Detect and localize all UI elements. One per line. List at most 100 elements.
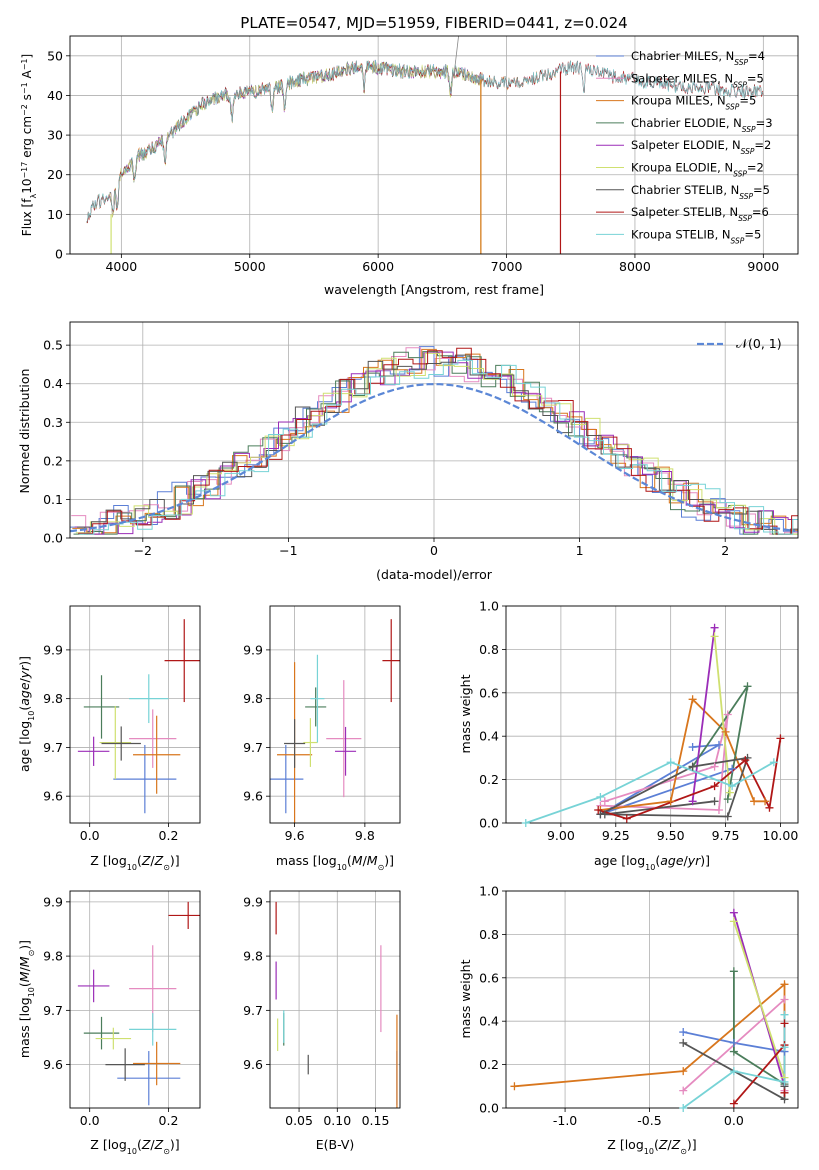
x-tick-label: 0.0	[80, 828, 100, 843]
weight-marker	[679, 1104, 688, 1112]
weight-line-5	[733, 921, 786, 1078]
weight-marker	[761, 797, 770, 806]
legend-entry: Salpeter STELIB, NSSP=6	[631, 205, 769, 223]
x-tick-label: 0.2	[159, 828, 179, 843]
weight-marker	[622, 814, 631, 823]
x-tick-label: 0.2	[159, 1113, 179, 1128]
weight-line-1	[600, 714, 729, 811]
weight-marker	[666, 797, 675, 806]
weight-marker	[714, 805, 723, 814]
legend-entry: Kroupa ELODIE, NSSP=2	[631, 161, 764, 179]
weight-marker	[769, 758, 778, 767]
weight-marker	[688, 797, 697, 806]
histogram-7	[78, 347, 798, 535]
plot-area	[77, 901, 200, 1106]
y-tick-label: 9.6	[43, 789, 63, 804]
y-tick-label: 9.9	[243, 894, 263, 909]
y-tick-label: 0.6	[479, 970, 499, 985]
histogram-5	[75, 352, 798, 535]
mass-vs-EBV-axes: 0.05 0.10 0.15 9.6 9.7 9.8 9.9 E(B-V)	[243, 890, 401, 1152]
y-tick-label: 9.8	[243, 949, 263, 964]
weight-line-5	[713, 636, 731, 793]
y-tick-label: 9.7	[43, 1003, 63, 1018]
plot-area	[86, 36, 764, 254]
weight-marker	[679, 1028, 688, 1037]
weight-marker	[666, 758, 675, 767]
x-tick-label: 9.8	[355, 828, 375, 843]
y-tick-label: 0.4	[479, 1014, 499, 1029]
y-axis-label: mass [log10(M/M⊙)]	[17, 940, 36, 1058]
y-tick-label: 50	[47, 48, 63, 63]
weight-line-3	[733, 971, 785, 1085]
axes-frame	[269, 605, 401, 824]
age-vs-Z-axes: 0.0 0.2 9.6 9.7 9.8 9.9 Z [log10(Z/Z⊙)] age [lo…	[17, 605, 201, 872]
weight-marker	[688, 743, 697, 752]
normal-curve	[70, 382, 796, 533]
spectrum-spike	[453, 36, 459, 76]
x-tick-label: 10.00	[763, 828, 799, 843]
weight-marker	[728, 764, 737, 773]
weight-marker	[780, 980, 789, 989]
y-axis-label: age [log10(age/yr)]	[17, 656, 36, 772]
x-tick-label: -0.5	[637, 1113, 661, 1128]
weight-marker	[521, 819, 530, 827]
y-tick-label: 0	[55, 247, 63, 262]
weight-marker	[710, 782, 719, 791]
weight-marker	[725, 788, 734, 797]
weight-marker	[594, 805, 603, 814]
y-tick-label: 0.8	[479, 927, 499, 942]
weight-marker	[780, 1088, 789, 1097]
weight-marker	[729, 908, 738, 917]
weight-marker	[729, 1099, 738, 1108]
weight-marker	[729, 1067, 738, 1076]
y-axis-label: Normed distribution	[17, 369, 32, 494]
y-tick-label: 0.0	[479, 1101, 499, 1116]
x-tick-label: 9.25	[602, 828, 630, 843]
x-tick-label: −1	[279, 543, 297, 558]
weight-line-2	[600, 697, 766, 811]
y-tick-label: 0.0	[43, 531, 63, 546]
histogram-6	[77, 354, 798, 535]
y-tick-label: 10	[47, 207, 63, 222]
axes-frame	[505, 605, 799, 824]
spectrum-line-8	[86, 59, 764, 223]
weight-marker	[714, 740, 723, 749]
plot-area	[270, 619, 400, 823]
spectrum-axes: 4000 5000 6000 7000 8000 9000 0 10 20 30 40 50 wavel…	[20, 35, 799, 297]
y-tick-label: 0.2	[479, 1057, 499, 1072]
weight-marker	[723, 812, 732, 821]
x-axis-label: Z [log10(Z/Z⊙)]	[90, 853, 179, 872]
x-tick-label: 7000	[491, 259, 523, 274]
y-axis-label: Flux [fλ10−17 erg cm−2 s−1 A−1]	[20, 54, 38, 236]
y-tick-label: 1.0	[479, 884, 499, 899]
weight-marker	[780, 1010, 789, 1019]
legend-entry: Chabrier MILES, NSSP=4	[631, 49, 765, 67]
y-axis-label: mass weight	[458, 674, 473, 753]
x-tick-label: 9.6	[285, 828, 305, 843]
weight-marker	[710, 632, 719, 641]
legend-entry: 𝒩(0, 1)	[736, 336, 782, 351]
y-tick-label: 0.4	[479, 729, 499, 744]
residuals-axes: −2 −1 0 1 2 0.0 0.1 0.2 0.3 0.4 0.5 (data-model)/er…	[17, 321, 799, 582]
weight-marker	[729, 967, 738, 976]
axes-frame	[69, 890, 201, 1109]
weight-marker	[679, 1086, 688, 1095]
histogram-2	[72, 348, 798, 535]
weight-line-6	[599, 756, 749, 818]
y-tick-label: 0.4	[43, 376, 63, 391]
x-axis-label: mass [log10(M/M⊙)]	[276, 853, 394, 872]
axes-frame	[69, 35, 799, 255]
y-tick-label: 40	[47, 88, 63, 103]
x-tick-label: 6000	[362, 259, 394, 274]
axes-frame	[505, 890, 799, 1109]
y-tick-label: 9.9	[43, 642, 63, 657]
plot-area	[77, 619, 200, 814]
weights-vs-Z-axes: -1.0 -0.5 0.0 0.0 0.2 0.4 0.6 0.8 1.0 Z [log10(Z/…	[458, 884, 799, 1156]
x-tick-label: 0.05	[285, 1113, 313, 1128]
y-tick-label: 9.6	[243, 1057, 263, 1072]
y-tick-label: 0.0	[479, 816, 499, 831]
weight-marker	[729, 1047, 738, 1056]
x-axis-label: E(B-V)	[316, 1137, 355, 1152]
x-tick-label: -1.0	[553, 1113, 577, 1128]
